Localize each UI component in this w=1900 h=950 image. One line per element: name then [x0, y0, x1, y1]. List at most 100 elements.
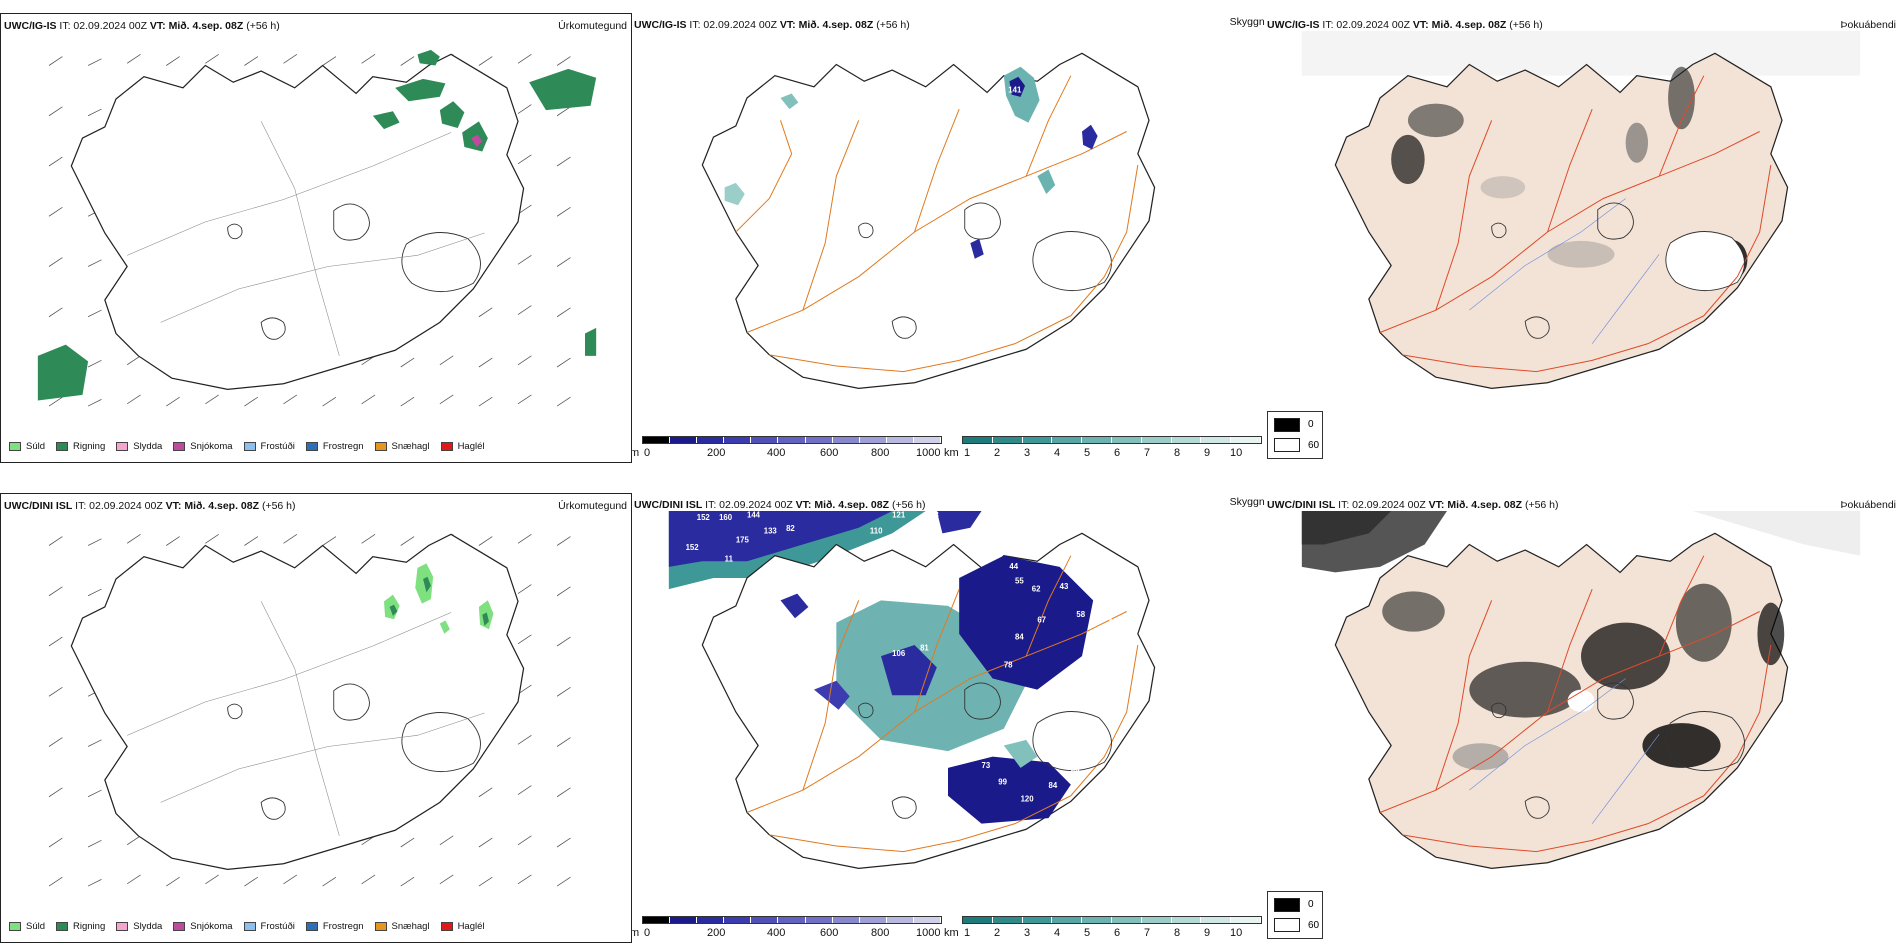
- legend-label: Snæhagl: [391, 441, 430, 452]
- vis-tick: 8: [1174, 927, 1181, 939]
- legend-item: Rigning: [56, 921, 105, 932]
- vis-tick: 4: [1054, 927, 1061, 939]
- ceiling-label: 152: [686, 543, 700, 552]
- precip-type-legend: Súld Rigning Slydda Snjókoma Frostúði Fr…: [9, 921, 496, 932]
- legend-swatch: [173, 442, 186, 451]
- valid-time: VT: Mið. 4.sep. 08Z: [1412, 19, 1507, 31]
- model-name: UWC/DINI ISL: [634, 499, 703, 511]
- legend-label: Snjókoma: [190, 921, 233, 932]
- init-time: IT: 02.09.2024 00Z: [1338, 499, 1426, 511]
- ceiling-label: 43: [1060, 582, 1069, 591]
- precip-map: [37, 49, 597, 407]
- legend-label: Rigning: [73, 921, 106, 932]
- ceiling-visibility-map: 152 160 144 133 82 121 133 110 152 175 1…: [668, 511, 1156, 869]
- panel-header: UWC/DINI ISL IT: 02.09.2024 00Z VT: Mið.…: [1267, 499, 1559, 511]
- vis-tick: 7: [1144, 927, 1151, 939]
- model-name: UWC/IG-IS: [634, 19, 687, 31]
- ceiling-tick: 0: [644, 447, 651, 459]
- ceiling-tick: 800: [871, 447, 890, 459]
- legend-label: Slydda: [133, 921, 163, 932]
- legend-label: Snjókoma: [190, 441, 233, 452]
- init-time: IT: 02.09.2024 00Z: [705, 499, 793, 511]
- ceiling-colorbar: m 0 200 400 600 800 1000: [632, 916, 942, 942]
- ceiling-label: 75: [1088, 577, 1097, 586]
- model-name: UWC/DINI ISL: [1267, 499, 1336, 511]
- ceiling-label: 44: [1009, 562, 1018, 571]
- ceiling-colorbar: m 0 200 400 600 800 1000: [632, 436, 942, 462]
- ceiling-colorbar-cells: [642, 916, 942, 924]
- ceiling-label: 22: [1110, 644, 1119, 653]
- lead-time: (+56 h): [1524, 499, 1559, 511]
- fog-legend: 0 60: [1267, 411, 1323, 459]
- legend-swatch: [374, 922, 387, 931]
- valid-time: VT: Mið. 4.sep. 08Z: [1428, 499, 1523, 511]
- legend-item: Frostúði: [243, 441, 295, 452]
- legend-item: Frostúði: [243, 921, 295, 932]
- legend-item: Haglél: [440, 441, 485, 452]
- ceiling-patches: [724, 66, 1098, 259]
- ceiling-labels: 152 160 144 133 82 121 133 110 152 175 1…: [686, 511, 1125, 803]
- panel-header: UWC/IG-IS IT: 02.09.2024 00Z VT: Mið. 4.…: [4, 20, 280, 32]
- legend-label: Súld: [26, 441, 46, 452]
- ceiling-tick: 1000: [916, 927, 941, 939]
- legend-item: Snjókoma: [173, 441, 233, 452]
- panel-precip-type-igis: UWC/IG-IS IT: 02.09.2024 00Z VT: Mið. 4.…: [0, 13, 632, 463]
- ceiling-tick: 1000: [916, 447, 941, 459]
- lead-time: (+56 h): [1509, 19, 1543, 31]
- fog-map: [1301, 511, 1861, 869]
- ceiling-label: 11: [725, 554, 734, 563]
- ceiling-label: 55: [1015, 577, 1024, 586]
- lead-time: (+56 h): [246, 20, 280, 32]
- ceiling-label: 110: [870, 526, 883, 535]
- visibility-unit: km: [944, 927, 959, 939]
- ceiling-unit: m: [632, 447, 640, 459]
- init-time: IT: 02.09.2024 00Z: [59, 20, 147, 32]
- ceiling-tick: 0: [644, 927, 651, 939]
- lead-time: (+56 h): [261, 500, 296, 512]
- ceiling-visibility-map: 141: [701, 52, 1156, 389]
- ceiling-patches: [780, 555, 1094, 824]
- model-name: UWC/IG-IS: [4, 20, 57, 32]
- ceiling-label: 133: [764, 526, 778, 535]
- legend-swatch: [116, 922, 129, 931]
- valid-time: VT: Mið. 4.sep. 08Z: [795, 499, 890, 511]
- panel-visibility-igis: UWC/IG-IS IT: 02.09.2024 00Z VT: Mið. 4.…: [632, 13, 1267, 463]
- legend-swatch: [440, 922, 453, 931]
- panel-header: UWC/IG-IS IT: 02.09.2024 00Z VT: Mið. 4.…: [634, 19, 910, 31]
- legend-swatch: [9, 442, 21, 451]
- vis-tick: 2: [994, 927, 1001, 939]
- ceiling-tick: 200: [707, 447, 726, 459]
- ceiling-label: 141: [1008, 85, 1022, 94]
- ceiling-label: 91: [1104, 613, 1113, 622]
- legend-item: Snæhagl: [374, 921, 430, 932]
- panel-title: Úrkomutegund: [558, 500, 627, 512]
- legend-label: Súld: [26, 921, 46, 932]
- ceiling-tick: 400: [767, 927, 786, 939]
- model-name: UWC/DINI ISL: [4, 500, 73, 512]
- legend-swatch: [374, 442, 387, 451]
- vis-tick: 10: [1230, 927, 1243, 939]
- vis-tick: 8: [1174, 447, 1181, 459]
- vis-tick: 5: [1084, 447, 1091, 459]
- legend-swatch: [173, 922, 186, 931]
- fog-legend: 0 60: [1267, 891, 1323, 939]
- visibility-colorbar: km 1 2 3 4 5 6 7 8 9 10: [944, 916, 1262, 942]
- fog-shading: [1391, 66, 1748, 291]
- legend-label: Rigning: [73, 441, 106, 452]
- legend-item: Frostregn: [305, 441, 364, 452]
- fog-legend-swatch-high: [1274, 918, 1300, 932]
- ceiling-label: 133: [926, 511, 940, 520]
- fog-legend-high: 60: [1308, 440, 1320, 451]
- legend-label: Frostúði: [260, 441, 295, 452]
- ceiling-label: 99: [998, 778, 1007, 787]
- fog-legend-low: 0: [1308, 899, 1314, 910]
- fog-shading: [1382, 583, 1785, 771]
- vis-tick: 4: [1054, 447, 1061, 459]
- panel-fog-indicator-igis: UWC/IG-IS IT: 02.09.2024 00Z VT: Mið. 4.…: [1265, 13, 1900, 463]
- legend-swatch: [243, 922, 256, 931]
- vis-tick: 9: [1204, 447, 1211, 459]
- legend-swatch: [305, 442, 318, 451]
- init-time: IT: 02.09.2024 00Z: [75, 500, 163, 512]
- ceiling-label: 58: [1116, 599, 1125, 608]
- ceiling-tick: 200: [707, 927, 726, 939]
